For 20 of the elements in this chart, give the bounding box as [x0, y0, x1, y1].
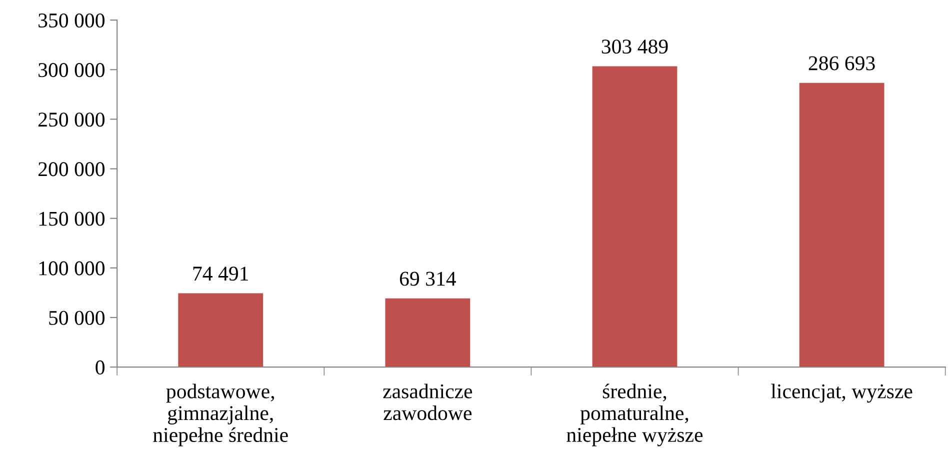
y-tick-label: 0: [96, 360, 104, 374]
bar: [799, 82, 884, 368]
x-tick-label: zasadnicze zawodowe: [383, 384, 472, 420]
y-tick-label: 200 000: [38, 162, 104, 176]
y-tick-label: 300 000: [38, 63, 104, 78]
data-label: 303 489: [602, 40, 668, 54]
y-tick-label: 150 000: [39, 212, 104, 226]
x-tick-label: licencjat, wyższe: [771, 384, 912, 403]
y-tick-label: 250 000: [38, 112, 104, 127]
data-label: 286 693: [808, 56, 875, 70]
x-tick-label: podstawowe, gimnazjalne, niepełne średnie: [153, 384, 288, 446]
y-tick-label: 50 000: [49, 310, 104, 325]
data-label: 69 314: [400, 272, 456, 286]
bar: [178, 293, 264, 368]
data-label: 74 491: [193, 266, 248, 281]
y-tick-label: 100 000: [39, 261, 104, 276]
bar: [385, 298, 470, 368]
bar: [592, 66, 678, 368]
y-tick-label: 350 000: [38, 13, 104, 28]
x-tick-label: średnie, pomaturalne, niepełne wyższe: [566, 384, 703, 446]
